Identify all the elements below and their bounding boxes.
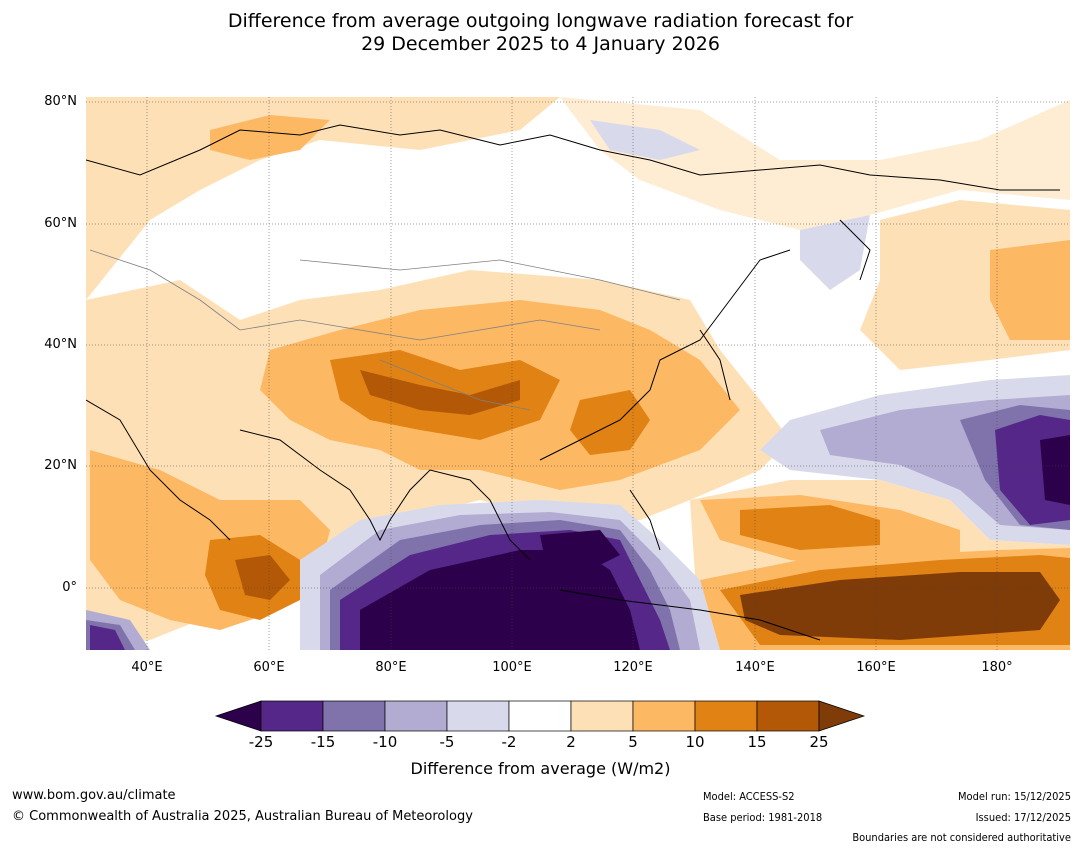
colorbar-segment: [322, 700, 386, 732]
colorbar-segment: [756, 700, 820, 732]
base-period: Base period: 1981-2018: [703, 811, 823, 824]
coastlines: [86, 124, 1060, 641]
graticule: [86, 97, 1070, 650]
copyright-text: © Commonwealth of Australia 2025, Austra…: [12, 809, 473, 824]
colorbar-tick-label: -25: [248, 733, 274, 751]
anomaly-region-dark-orange: [570, 390, 650, 455]
colorbar-tick-label: 2: [566, 733, 576, 751]
anomaly-region-brown: [740, 572, 1060, 640]
lat-label-80n: 80°N: [44, 94, 77, 109]
colorbar-segment: [446, 700, 510, 732]
map-title-line1: Difference from average outgoing longwav…: [227, 10, 854, 32]
colorbar-title: Difference from average (W/m2): [410, 759, 671, 778]
model-run-date: Model run: 15/12/2025: [958, 790, 1071, 803]
colorbar-tick-label: 25: [809, 733, 829, 751]
colorbar: [214, 700, 866, 732]
lon-label-80e: 80°E: [375, 660, 407, 675]
anomaly-region-light-purple: [800, 215, 870, 290]
colorbar-tick-label: 10: [685, 733, 705, 751]
colorbar-tick-label: -5: [439, 733, 455, 751]
colorbar-segment: [632, 700, 696, 732]
lat-label-60n: 60°N: [44, 216, 77, 231]
anomaly-region-light-purple: [590, 120, 700, 160]
lat-label-20n: 20°N: [44, 458, 77, 473]
colorbar-max-extension: [818, 700, 866, 732]
country-borders: [89, 249, 681, 411]
anomaly-region-orange: [210, 115, 330, 160]
anomaly-region-darkest-purple: [1040, 435, 1070, 505]
anomaly-region-darkest-purple: [360, 550, 640, 650]
anomaly-region-brown: [235, 555, 290, 600]
colorbar-segment: [508, 700, 572, 732]
colorbar-segment: [694, 700, 758, 732]
anomaly-region-orange: [990, 240, 1070, 340]
map-title-line2: 29 December 2025 to 4 January 2026: [361, 33, 720, 55]
anomaly-region-dark-orange: [740, 505, 880, 550]
lon-label-140e: 140°E: [735, 660, 775, 675]
lon-label-180: 180°: [981, 660, 1013, 675]
colorbar-tick-label: -10: [372, 733, 398, 751]
colorbar-segment: [570, 700, 634, 732]
colorbar-segment: [260, 700, 324, 732]
lon-label-120e: 120°E: [613, 660, 653, 675]
issued-date: Issued: 17/12/2025: [975, 811, 1071, 824]
anomaly-region-dark-purple: [90, 625, 125, 650]
lon-label-160e: 160°E: [856, 660, 896, 675]
lon-label-100e: 100°E: [492, 660, 532, 675]
lon-label-40e: 40°E: [131, 660, 163, 675]
website-link[interactable]: www.bom.gov.au/climate: [12, 788, 176, 803]
lat-label-equator: 0°: [62, 580, 77, 595]
anomaly-region-brown: [360, 370, 520, 415]
anomaly-region-light-orange: [560, 97, 1070, 230]
colorbar-min-extension: [214, 700, 262, 732]
colorbar-tick-label: -2: [501, 733, 517, 751]
lat-label-40n: 40°N: [44, 337, 77, 352]
colorbar-segment: [384, 700, 448, 732]
colorbar-tick-label: 15: [747, 733, 767, 751]
map-field: [86, 97, 1070, 650]
colorbar-tick-label: 5: [628, 733, 638, 751]
lon-label-60e: 60°E: [253, 660, 285, 675]
anomaly-region-darkest-purple: [540, 530, 620, 570]
boundaries-disclaimer: Boundaries are not considered authoritat…: [852, 831, 1071, 844]
colorbar-tick-label: -15: [310, 733, 336, 751]
model-name: Model: ACCESS-S2: [703, 790, 795, 803]
